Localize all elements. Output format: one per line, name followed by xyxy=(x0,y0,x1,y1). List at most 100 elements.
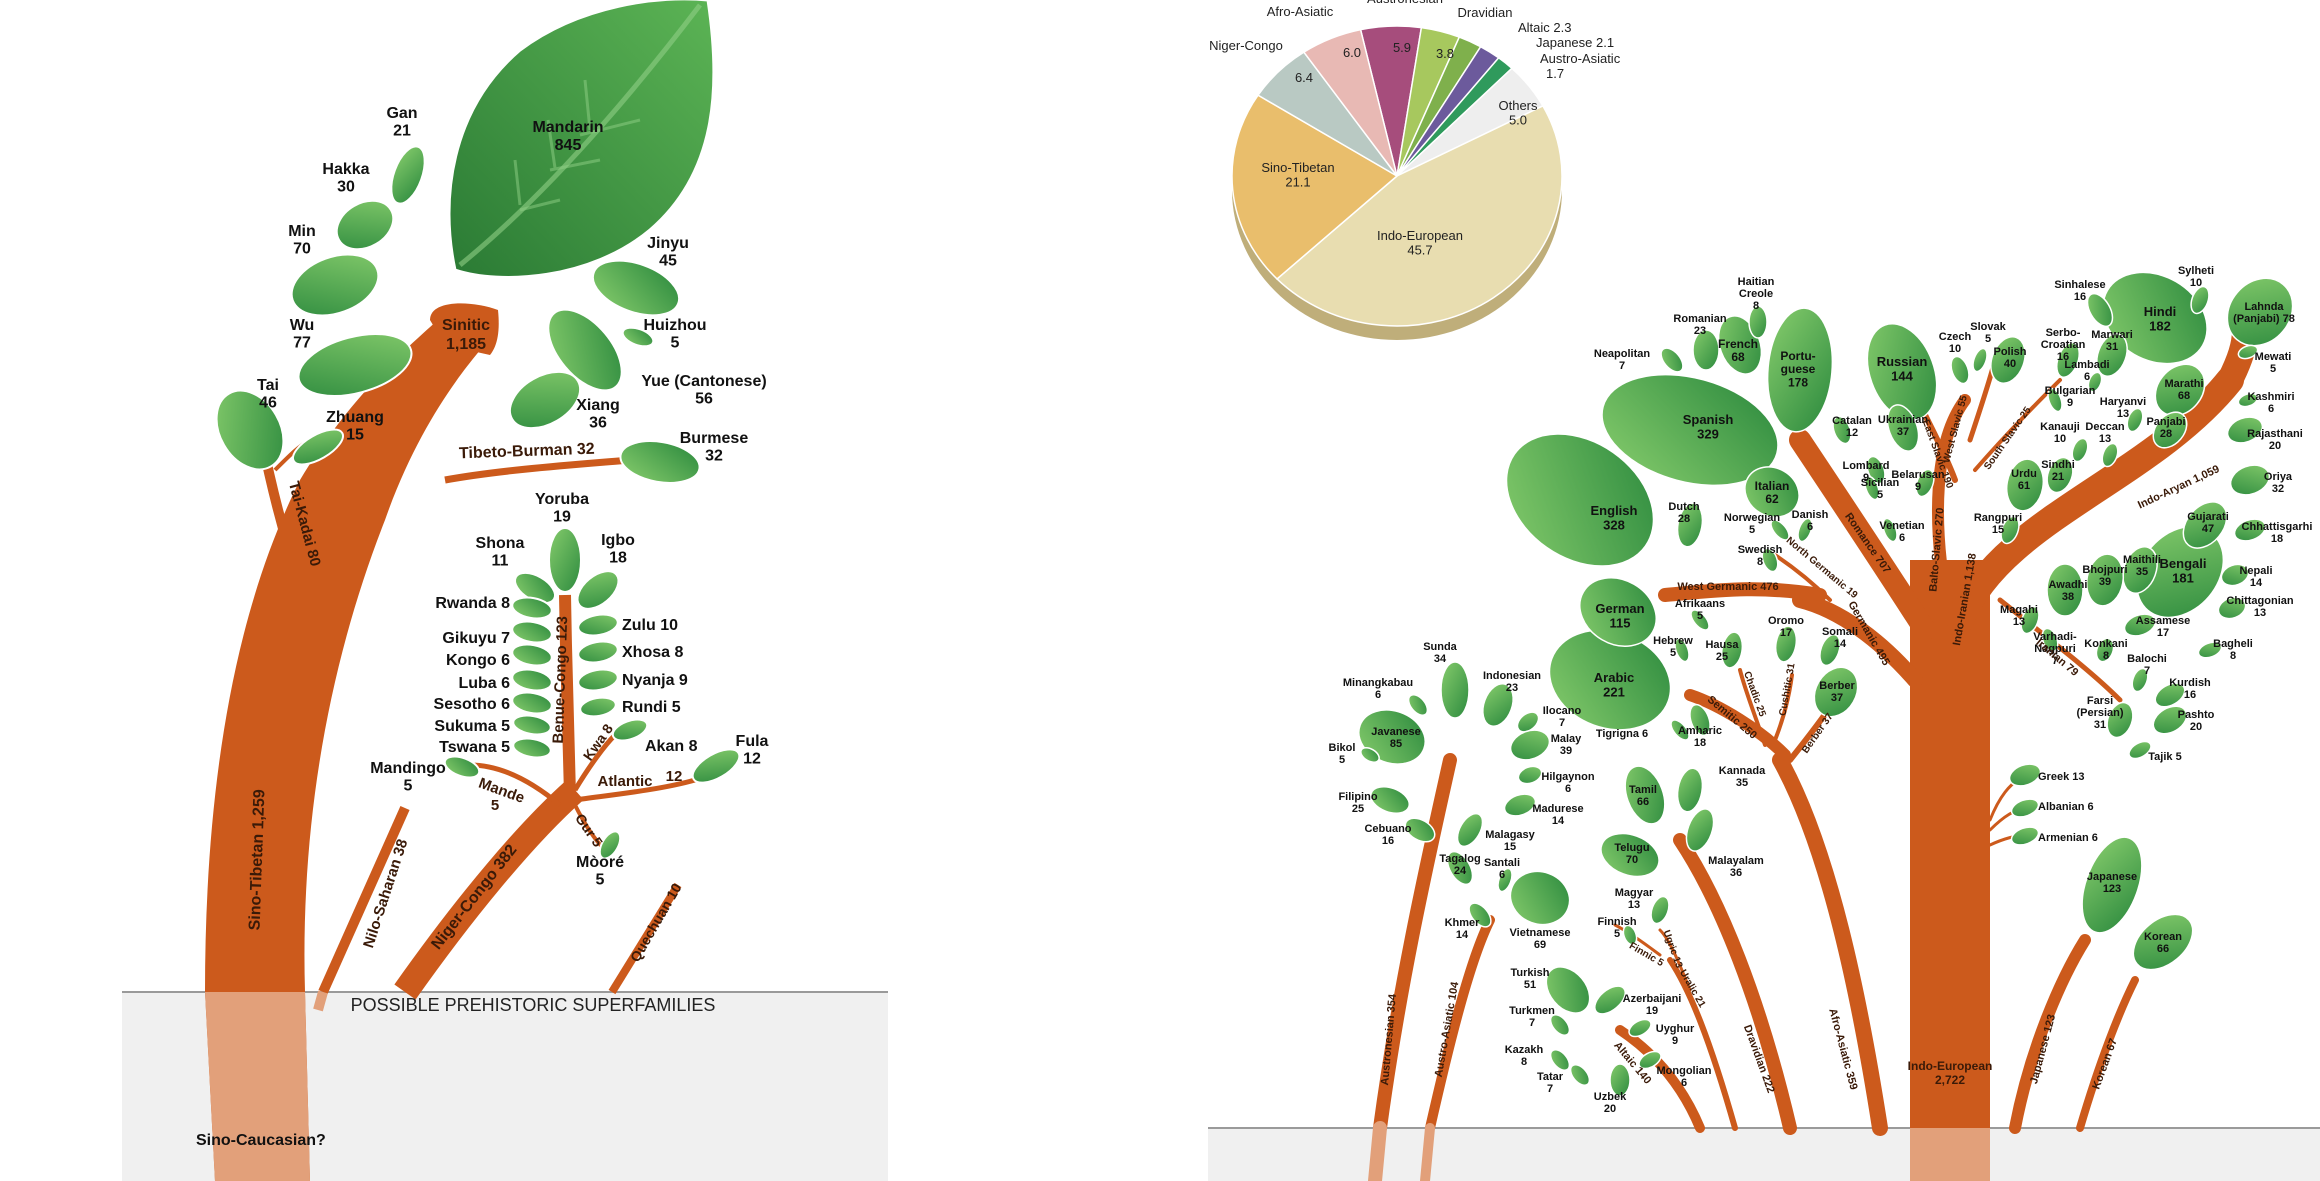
leaf-shape-awadhi xyxy=(2046,563,2084,617)
branch-quechuan-10: Quechuan 10 xyxy=(627,880,685,964)
leaf-madurese: Madurese 14 xyxy=(1532,803,1583,827)
right-trunks xyxy=(1368,317,2258,1181)
leaf-shape-somali xyxy=(1819,633,1841,667)
leaf-kazakh: Kazakh 8 xyxy=(1505,1044,1544,1068)
leaf-amharic: Amharic 18 xyxy=(1678,725,1722,749)
leaf-konkani: Konkani 8 xyxy=(2084,638,2127,662)
leaf-shape-belarusan xyxy=(1915,468,1935,498)
leaf-hilgaynon: Hilgaynon 6 xyxy=(1541,771,1594,795)
leaf-shape-albanian-6 xyxy=(2010,798,2040,818)
leaf-yoruba: Yoruba 19 xyxy=(535,491,589,526)
leaf-shape-indonesian xyxy=(1482,683,1514,727)
leaf-shape-malayalam xyxy=(1685,808,1715,852)
leaf-spanish: Spanish 329 xyxy=(1683,412,1734,441)
branch-benue-congo-123: Benue-Congo 123 xyxy=(550,616,571,744)
leaf-marwari: Marwari 31 xyxy=(2091,329,2133,353)
branch-sinitic: Sinitic xyxy=(442,317,490,334)
leaf-kanauji: Kanauji 10 xyxy=(2040,421,2080,445)
leaf-shape-tatar xyxy=(1569,1064,1591,1086)
branch-west-germanic-476: West Germanic 476 xyxy=(1677,581,1778,593)
leaf-bulgarian: Bulgarian 9 xyxy=(2045,385,2096,409)
leaf-varhadi-nagpuri: Varhadi-Nagpuri 7 xyxy=(2033,631,2077,667)
leaf-bikol: Bikol 5 xyxy=(1329,742,1356,766)
leaf-shape-madurese xyxy=(1503,793,1537,817)
leaf-rangpuri: Rangpuri 15 xyxy=(1974,512,2022,536)
leaf-bengali: Bengali 181 xyxy=(2160,556,2207,585)
ground-label: POSSIBLE PREHISTORIC SUPERFAMILIES xyxy=(351,995,716,1015)
leaf-shape-hebrew xyxy=(1674,637,1690,663)
leaf-shape-polish xyxy=(1990,336,2026,384)
leaf-shape-azerbaijani xyxy=(1594,985,1626,1015)
leaf-korean: Korean 66 xyxy=(2144,931,2182,955)
right-leaves xyxy=(1358,271,2294,1097)
leaf-shape-ukrainian xyxy=(1886,404,1920,452)
leaf-shape-nepali xyxy=(2220,563,2250,587)
leaf-deccan: Deccan 13 xyxy=(2085,421,2124,445)
leaf-ukrainian: Ukrainian 37 xyxy=(1878,414,1928,438)
leaf-shape-bulgarian xyxy=(2047,387,2063,413)
right-ground xyxy=(1208,1127,2320,1181)
branch-ugric-13: Ugric 13 xyxy=(1660,929,1684,970)
leaf-lombard: Lombard 9 xyxy=(1842,460,1889,484)
leaf-sesotho-6: Sesotho 6 xyxy=(434,696,511,713)
leaf-kurdish: Kurdish 16 xyxy=(2169,677,2211,701)
leaf-shape-magahi xyxy=(2020,605,2040,635)
pie-label-sino-tibetan: Sino-Tibetan 21.1 xyxy=(1261,160,1334,189)
leaf-sicilian: Sicilian 5 xyxy=(1861,477,1900,501)
pie-slice-sino-tibetan xyxy=(1231,94,1399,280)
leaf-shape-mewati xyxy=(2237,344,2259,360)
leaf-shape-turkmen xyxy=(1549,1014,1571,1036)
leaf-neapolitan: Neapolitan 7 xyxy=(1594,348,1651,372)
branch-atlantic: Atlantic xyxy=(597,773,652,790)
leaf-tatar: Tatar 7 xyxy=(1537,1071,1564,1095)
leaf-haryanvi: Haryanvi 13 xyxy=(2100,396,2146,420)
leaf-igbo: Igbo 18 xyxy=(601,532,635,567)
leaf-shape-panjabi xyxy=(2152,411,2188,449)
leaf-shape-malay xyxy=(1509,729,1551,761)
leaf-german: German 115 xyxy=(1595,601,1644,630)
leaf-portu-guese: Portu-guese 178 xyxy=(1780,349,1815,389)
leaf-shape-russian xyxy=(1866,323,1938,421)
leaf-albanian-6: Albanian 6 xyxy=(2038,801,2094,813)
leaf-shape-kanauji xyxy=(2071,437,2089,463)
leaf-shape-sinhalese xyxy=(2086,292,2114,328)
leaf-shona: Shona 11 xyxy=(476,535,525,570)
leaf-jinyu: Jinyu 45 xyxy=(647,235,689,270)
leaf-slovak: Slovak 5 xyxy=(1970,321,2006,345)
leaf-shape-oromo xyxy=(1774,625,1798,663)
leaf-shape-swedish xyxy=(1761,547,1779,573)
leaf-mewati: Mewati 5 xyxy=(2255,351,2292,375)
pie-value-austro-asiatic: 1.7 xyxy=(1546,66,1564,81)
leaf-shape-filipino xyxy=(1370,786,1410,814)
leaf-hausa: Hausa 25 xyxy=(1705,639,1739,663)
leaf-sylheti: Sylheti 10 xyxy=(2178,265,2214,289)
pie-label-japanese: Japanese 2.1 xyxy=(1536,35,1614,50)
leaf-russian: Russian 144 xyxy=(1877,354,1928,383)
branch-berber-37: Berber 37 xyxy=(1800,711,1836,755)
leaf-kongo-6: Kongo 6 xyxy=(446,652,510,669)
pie-label-dravidian: Dravidian xyxy=(1458,5,1513,20)
leaf-gujarati: Gujarati 47 xyxy=(2187,511,2229,535)
leaf-magyar: Magyar 13 xyxy=(1615,887,1654,911)
leaf-nyanja-9: Nyanja 9 xyxy=(622,672,688,689)
leaf-arabic: Arabic 221 xyxy=(1594,670,1634,699)
leaf-magahi: Magahi 13 xyxy=(2000,604,2038,628)
leaf-xhosa-8: Xhosa 8 xyxy=(622,644,683,661)
leaf-kashmiri: Kashmiri 6 xyxy=(2247,391,2294,415)
leaf-shape-venetian xyxy=(1882,517,1898,543)
leaf-shape-hausa xyxy=(1720,631,1744,669)
leaf-chhattisgarhi: Chhattisgarhi 18 xyxy=(2242,521,2313,545)
leaf-armenian-6: Armenian 6 xyxy=(2038,832,2098,844)
leaf-sunda: Sunda 34 xyxy=(1423,641,1457,665)
pie-label-others: Others 5.0 xyxy=(1498,98,1538,127)
leaf-shape-konkani xyxy=(2095,637,2115,663)
leaf-azerbaijani: Azerbaijani 19 xyxy=(1623,993,1682,1017)
leaf-shape-czech xyxy=(1950,355,1970,385)
leaf-malagasy: Malagasy 15 xyxy=(1485,829,1535,853)
pie-label-afro-asiatic: Afro-Asiatic xyxy=(1267,4,1334,19)
pie-label-niger-congo: Niger-Congo xyxy=(1209,38,1283,53)
leaf-panjabi: Panjabi 28 xyxy=(2146,416,2185,440)
leaf-oromo: Oromo 17 xyxy=(1768,615,1804,639)
pie-chart xyxy=(1231,25,1563,340)
